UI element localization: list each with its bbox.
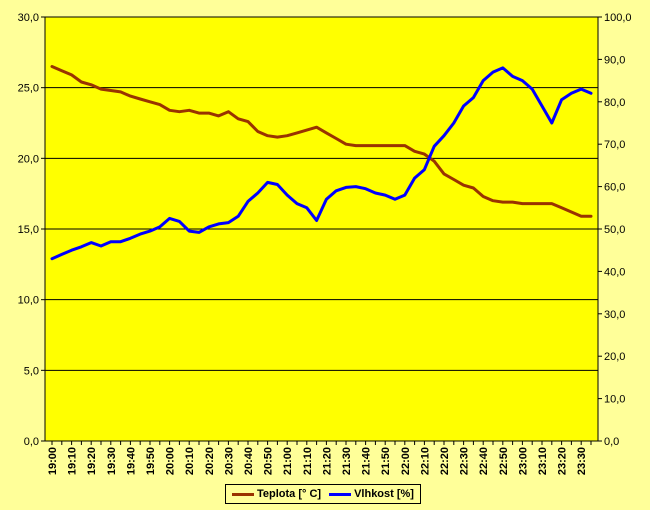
- right-y-tick-label: 100,0: [604, 12, 632, 24]
- humidity-line: [50, 66, 593, 261]
- left-y-tick-label: 25,0: [18, 83, 39, 95]
- temperature-swatch-icon: [232, 492, 254, 496]
- right-y-axis-labels: 0,0 10,0 20,0 30,0 40,0 50,0 60,0 70,0 80,0 90,0 1…: [598, 12, 632, 448]
- right-y-tick-label: 70,0: [604, 139, 625, 151]
- legend-label-humidity: Vlhkost [%]: [354, 488, 414, 500]
- x-tick-label: 20:00: [165, 447, 177, 475]
- left-y-tick-label: 20,0: [18, 153, 39, 165]
- legend-item-temperature: Teplota [° C]: [232, 488, 321, 500]
- x-tick-label: 21:30: [341, 447, 353, 475]
- x-tick-label: 22:40: [478, 447, 490, 475]
- x-tick-label: 23:10: [537, 447, 549, 475]
- left-y-axis-labels: 0,0 5,0 10,0 15,0 20,0 25,0 30,0: [18, 12, 45, 448]
- x-tick-label: 20:20: [204, 447, 216, 475]
- legend-item-humidity: Vlhkost [%]: [329, 488, 414, 500]
- gridlines: [45, 87, 598, 371]
- right-y-tick-label: 30,0: [604, 309, 625, 321]
- right-y-tick-label: 0,0: [604, 436, 619, 448]
- x-tick-label: 23:30: [576, 447, 588, 475]
- x-tick-label: 21:20: [321, 447, 333, 475]
- right-y-tick-label: 10,0: [604, 394, 625, 406]
- left-y-tick-label: 5,0: [24, 365, 39, 377]
- x-tick-label: 19:40: [125, 447, 137, 475]
- x-tick-label: 20:40: [243, 447, 255, 475]
- legend-label-temperature: Teplota [° C]: [257, 488, 322, 500]
- x-axis-labels: 19:00 19:10 19:20 19:30 19:40 19:50 20:00 20:10…: [47, 441, 592, 475]
- x-tick-label: 20:10: [184, 447, 196, 475]
- x-tick-label: 22:20: [439, 447, 451, 475]
- x-tick-label: 23:00: [517, 447, 529, 475]
- x-tick-label: 20:50: [263, 447, 275, 475]
- x-tick-label: 21:40: [361, 447, 373, 475]
- left-y-tick-label: 30,0: [18, 12, 39, 24]
- x-tick-label: 19:50: [145, 447, 157, 475]
- x-tick-label: 19:10: [67, 447, 79, 475]
- x-tick-label: 19:00: [47, 447, 59, 475]
- x-tick-label: 21:10: [302, 447, 314, 475]
- x-tick-label: 22:00: [400, 447, 412, 475]
- left-y-tick-label: 10,0: [18, 295, 39, 307]
- left-y-tick-label: 15,0: [18, 224, 39, 236]
- right-y-tick-label: 90,0: [604, 54, 625, 66]
- right-y-tick-label: 20,0: [604, 351, 625, 363]
- temperature-line: [50, 65, 593, 218]
- right-y-tick-label: 50,0: [604, 224, 625, 236]
- x-tick-label: 22:50: [498, 447, 510, 475]
- x-tick-label: 21:00: [282, 447, 294, 475]
- legend: Teplota [° C] Vlhkost [%]: [225, 484, 421, 504]
- x-tick-label: 23:20: [557, 447, 569, 475]
- right-y-tick-label: 40,0: [604, 266, 625, 278]
- x-tick-label: 19:30: [106, 447, 118, 475]
- right-y-tick-label: 60,0: [604, 182, 625, 194]
- left-y-tick-label: 0,0: [24, 436, 39, 448]
- x-tick-label: 22:10: [419, 447, 431, 475]
- x-tick-label: 21:50: [380, 447, 392, 475]
- x-tick-label: 22:30: [459, 447, 471, 475]
- humidity-swatch-icon: [329, 492, 352, 496]
- x-tick-label: 19:20: [86, 447, 98, 475]
- series-lines: [50, 65, 593, 261]
- right-y-tick-label: 80,0: [604, 97, 625, 109]
- x-tick-label: 20:30: [223, 447, 235, 475]
